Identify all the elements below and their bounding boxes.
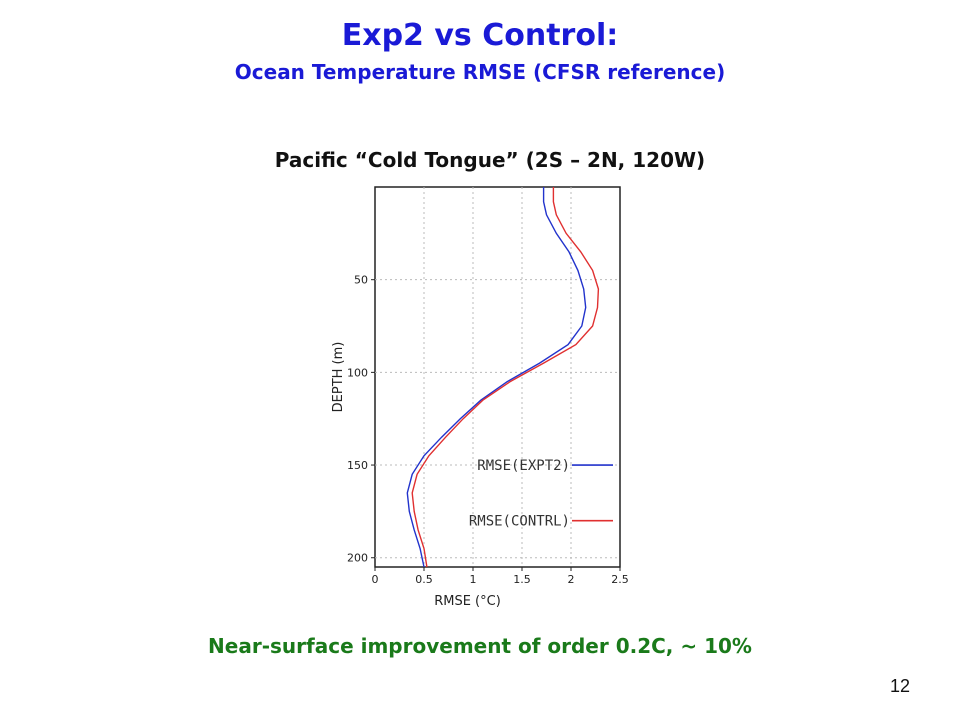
- summary-note: Near-surface improvement of order 0.2C, …: [208, 634, 752, 658]
- x-tick-label: 0: [372, 573, 379, 586]
- x-axis-label: RMSE (°C): [434, 594, 501, 609]
- x-tick-label: 2.5: [611, 573, 629, 586]
- x-tick-label: 0.5: [415, 573, 433, 586]
- x-tick-label: 1: [470, 573, 477, 586]
- legend-label: RMSE(CONTRL): [469, 514, 570, 530]
- x-tick-label: 2: [568, 573, 575, 586]
- series-line-expt2: [406, 187, 587, 568]
- slide-title: Exp2 vs Control:: [341, 18, 619, 53]
- x-tick-label: 1.5: [513, 573, 531, 586]
- chart-title: Pacific “Cold Tongue” (2S – 2N, 120W): [274, 148, 706, 172]
- y-tick-label: 100: [347, 366, 368, 379]
- y-tick-label: 50: [354, 274, 368, 287]
- y-tick-label: 200: [347, 552, 368, 565]
- y-axis-label: DEPTH (m): [331, 342, 346, 413]
- series-line-contrl: [411, 187, 600, 568]
- page-number: 12: [889, 676, 910, 696]
- slide-subtitle: Ocean Temperature RMSE (CFSR reference): [234, 60, 726, 84]
- plot-frame: [374, 186, 621, 568]
- depth-rmse-chart: 0 0.5 1 1.5 2 2.5 50 100 150 200 RMSE (°C) DEPTH (m…: [331, 186, 629, 609]
- y-tick-label: 150: [347, 459, 368, 472]
- legend-label: RMSE(EXPT2): [477, 458, 570, 474]
